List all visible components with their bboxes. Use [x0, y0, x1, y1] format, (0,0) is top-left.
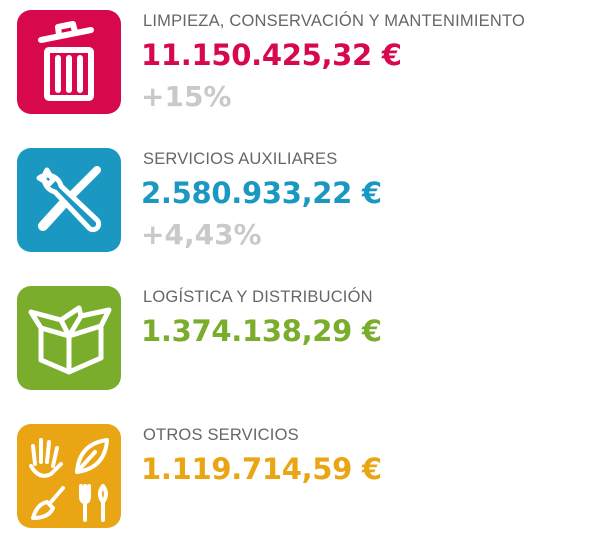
- item-label: SERVICIOS AUXILIARES: [143, 150, 338, 168]
- item-change: +15%: [141, 80, 232, 113]
- item: LOGÍSTICA Y DISTRIBUCIÓN 1.374.138,29 €: [0, 286, 605, 396]
- item-label: OTROS SERVICIOS: [143, 426, 299, 444]
- trash-icon: [17, 10, 121, 114]
- item-amount: 2.580.933,22 €: [141, 176, 382, 210]
- item-amount: 1.374.138,29 €: [141, 314, 382, 348]
- tools-icon: [17, 148, 121, 252]
- item: OTROS SERVICIOS 1.119.714,59 €: [0, 424, 605, 534]
- item-label: LIMPIEZA, CONSERVACIÓN Y MANTENIMIENTO: [143, 12, 525, 30]
- box-icon: [17, 286, 121, 390]
- item: SERVICIOS AUXILIARES 2.580.933,22 € +4,4…: [0, 148, 605, 258]
- item-amount: 11.150.425,32 €: [141, 38, 402, 72]
- page: LIMPIEZA, CONSERVACIÓN Y MANTENIMIENTO 1…: [0, 10, 605, 528]
- item-change: +4,43%: [141, 218, 262, 251]
- item-label: LOGÍSTICA Y DISTRIBUCIÓN: [143, 288, 373, 306]
- item: LIMPIEZA, CONSERVACIÓN Y MANTENIMIENTO 1…: [0, 10, 605, 120]
- services-icon: [17, 424, 121, 528]
- item-amount: 1.119.714,59 €: [141, 452, 382, 486]
